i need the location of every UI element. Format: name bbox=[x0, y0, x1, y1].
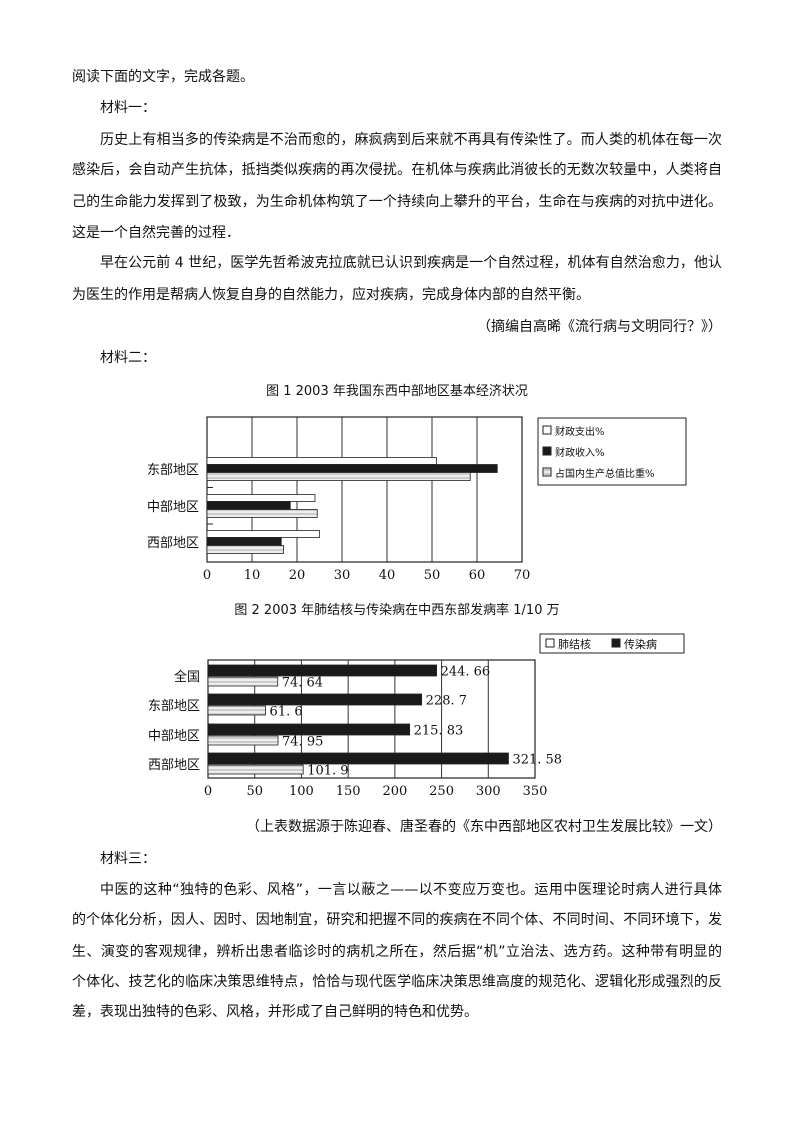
x-tick-label: 30 bbox=[334, 568, 351, 583]
bar-财政收入% bbox=[206, 501, 291, 510]
legend-label: 肺结核 bbox=[558, 637, 591, 651]
bar-肺结核 bbox=[207, 705, 266, 716]
bar-财政收入% bbox=[206, 537, 282, 546]
material1-line: 己的生命能力发挥到了极致，为生命机体构筑了一个持续向上攀升的平台，生命在与疾病的… bbox=[72, 194, 722, 210]
x-tick-label: 50 bbox=[246, 784, 263, 799]
material2-heading: 材料二： bbox=[100, 350, 156, 366]
legend-swatch bbox=[542, 446, 552, 456]
data-label: 244. 66 bbox=[441, 665, 491, 680]
x-tick-label: 300 bbox=[476, 784, 501, 799]
x-tick-label: 350 bbox=[523, 784, 548, 799]
x-tick-label: 40 bbox=[379, 568, 396, 583]
x-tick-label: 200 bbox=[382, 784, 407, 799]
chart1-legend bbox=[537, 417, 687, 486]
bar-财政支出% bbox=[206, 530, 320, 538]
data-label: 74. 64 bbox=[282, 676, 323, 691]
material3-heading: 材料三： bbox=[100, 851, 156, 867]
category-label: 西部地区 bbox=[148, 758, 200, 773]
bar-占国内生产总值比重% bbox=[206, 545, 284, 554]
data-label: 101. 9 bbox=[307, 764, 348, 779]
legend-swatch bbox=[542, 467, 552, 477]
data-label: 321. 58 bbox=[512, 753, 562, 768]
x-tick-label: 0 bbox=[203, 568, 211, 583]
material1-line: 历史上有相当多的传染病是不治而愈的，麻疯病到后来就不再具有传染性了。而人类的机体… bbox=[100, 132, 722, 148]
material2-source: （上表数据源于陈迎春、唐圣春的《东中西部地区农村卫生发展比较》一文） bbox=[246, 819, 722, 835]
x-tick-label: 0 bbox=[204, 784, 212, 799]
bar-财政支出% bbox=[206, 494, 316, 502]
x-tick-label: 60 bbox=[469, 568, 486, 583]
x-tick-label: 150 bbox=[336, 784, 361, 799]
material3-line: 中医的这种“独特的色彩、风格”，一言以蔽之——以不变应万变也。运用中医理论时病人… bbox=[100, 882, 722, 898]
data-label: 74. 95 bbox=[282, 735, 323, 750]
x-tick-label: 10 bbox=[244, 568, 261, 583]
material3-line: 的个体化分析，因人、因时、因地制宜，研究和把握不同的疾病在不同个体、不同时间、不… bbox=[72, 912, 722, 928]
material3-line: 个体化、技艺化的临床决策思维特点，恰恰与现代医学临床决策思维高度的规范化、逻辑化… bbox=[72, 974, 722, 990]
bar-肺结核 bbox=[207, 676, 279, 687]
material1-line: 早在公元前 4 世纪，医学先哲希波克拉底就已认识到疾病是一个自然过程，机体有自然… bbox=[100, 255, 722, 271]
x-tick-label: 20 bbox=[289, 568, 306, 583]
category-label: 中部地区 bbox=[147, 500, 199, 515]
bar-肺结核 bbox=[207, 735, 279, 746]
bar-财政支出% bbox=[206, 457, 437, 465]
legend-label: 占国内生产总值比重% bbox=[555, 467, 655, 480]
chart1-title: 图 1 2003 年我国东西中部地区基本经济状况 bbox=[266, 384, 528, 399]
bar-传染病 bbox=[207, 723, 411, 736]
data-label: 61. 6 bbox=[270, 705, 303, 720]
bar-肺结核 bbox=[207, 764, 304, 775]
legend-swatch bbox=[611, 638, 621, 648]
bar-传染病 bbox=[207, 693, 423, 706]
data-label: 228. 7 bbox=[426, 694, 467, 709]
legend-swatch bbox=[542, 425, 552, 435]
material1-heading: 材料一： bbox=[100, 100, 156, 116]
data-label: 215. 83 bbox=[414, 724, 464, 739]
material1-line: 为医生的作用是帮病人恢复自身的自然能力，应对疾病，完成身体内部的自然平衡。 bbox=[72, 287, 590, 303]
material1-line: 感染后，会自动产生抗体，抵挡类似疾病的再次侵扰。在机体与疾病此消彼长的无数次较量… bbox=[72, 162, 722, 178]
legend-label: 财政收入% bbox=[555, 446, 605, 459]
chart2-title: 图 2 2003 年肺结核与传染病在中西东部发病率 1/10 万 bbox=[234, 603, 560, 618]
x-tick-label: 50 bbox=[424, 568, 441, 583]
category-label: 东部地区 bbox=[148, 699, 200, 714]
bar-占国内生产总值比重% bbox=[206, 472, 471, 481]
bar-传染病 bbox=[207, 664, 437, 677]
x-tick-label: 70 bbox=[514, 568, 531, 583]
bar-传染病 bbox=[207, 752, 509, 765]
category-label: 东部地区 bbox=[147, 463, 199, 478]
bar-占国内生产总值比重% bbox=[206, 509, 318, 518]
material3-line: 生、演变的客观规律，辨析出患者临诊时的病机之所在，然后据“机”立治法、选方药。这… bbox=[72, 944, 722, 960]
material1-line: 这是一个自然完善的过程． bbox=[72, 225, 240, 241]
category-label: 西部地区 bbox=[147, 536, 199, 551]
x-tick-label: 250 bbox=[429, 784, 454, 799]
legend-label: 传染病 bbox=[624, 637, 657, 651]
category-label: 全国 bbox=[174, 669, 200, 685]
x-tick-label: 100 bbox=[289, 784, 314, 799]
material3-line: 差，表现出独特的色彩、风格，并形成了自己鲜明的特色和优势。 bbox=[72, 1004, 478, 1020]
material1-source: （摘编自高晞《流行病与文明同行？》） bbox=[477, 319, 722, 335]
bar-财政收入% bbox=[206, 464, 498, 473]
legend-swatch bbox=[545, 638, 555, 648]
legend-label: 财政支出% bbox=[555, 425, 605, 438]
intro-text: 阅读下面的文字，完成各题。 bbox=[72, 69, 254, 85]
category-label: 中部地区 bbox=[148, 729, 200, 744]
